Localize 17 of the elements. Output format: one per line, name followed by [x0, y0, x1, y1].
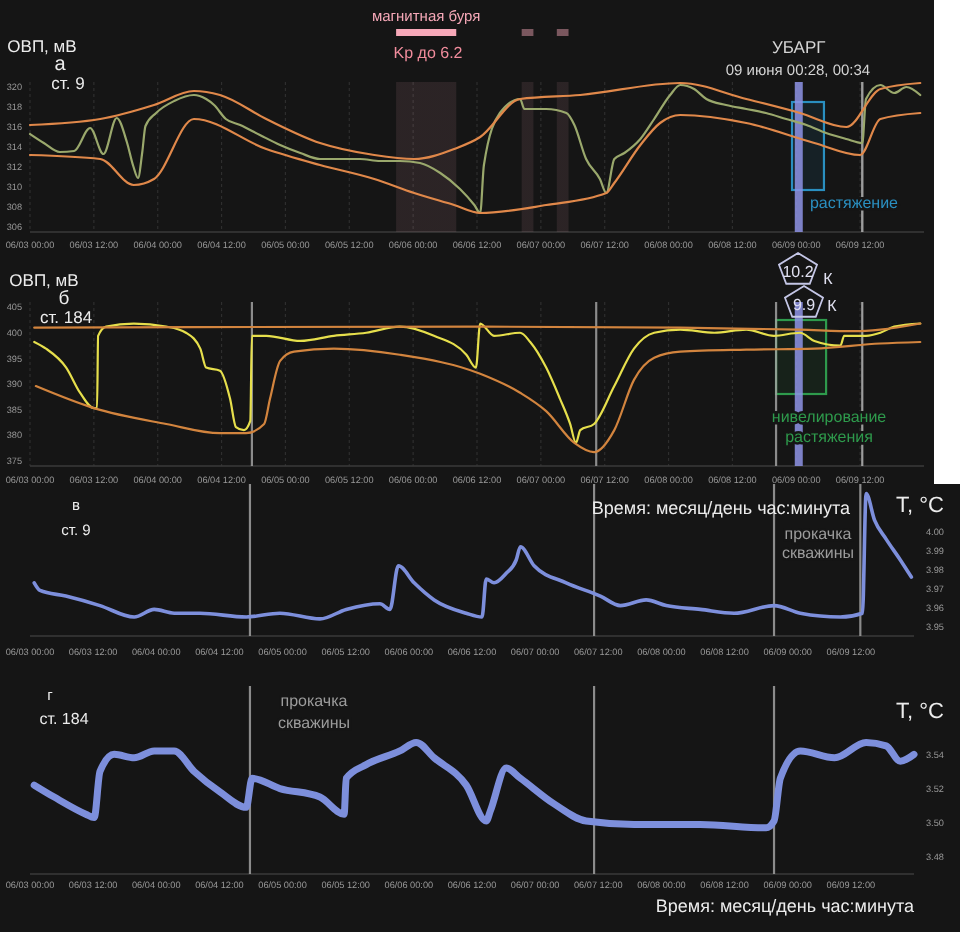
chart-title: а: [54, 54, 67, 76]
text: Kp до 6.2: [393, 44, 464, 62]
chart-title: б: [58, 288, 71, 310]
text: 10.2 К: [782, 262, 834, 288]
ref-line-label: УБАРГ: [772, 37, 827, 57]
chart-subtitle: ст. 184: [39, 307, 93, 327]
annotation: 9.9 К: [792, 295, 838, 315]
x-axis-title: Время: месяц/день час:минута: [591, 498, 850, 518]
annotation: прокачка скважины: [781, 525, 855, 562]
text: ст. 184: [39, 710, 90, 728]
annotation: прокачка скважины: [277, 692, 351, 732]
x-axis-title: Время: месяц/день час:минута: [655, 896, 914, 916]
chart-subtitle: ст. 9: [51, 73, 86, 93]
y-axis-title: ОВП, мВ: [9, 270, 80, 290]
y-axis-title: T, °C: [896, 494, 945, 518]
y-axis-title: ОВП, мВ: [7, 36, 78, 56]
y-axis-title: T, °C: [896, 700, 945, 724]
